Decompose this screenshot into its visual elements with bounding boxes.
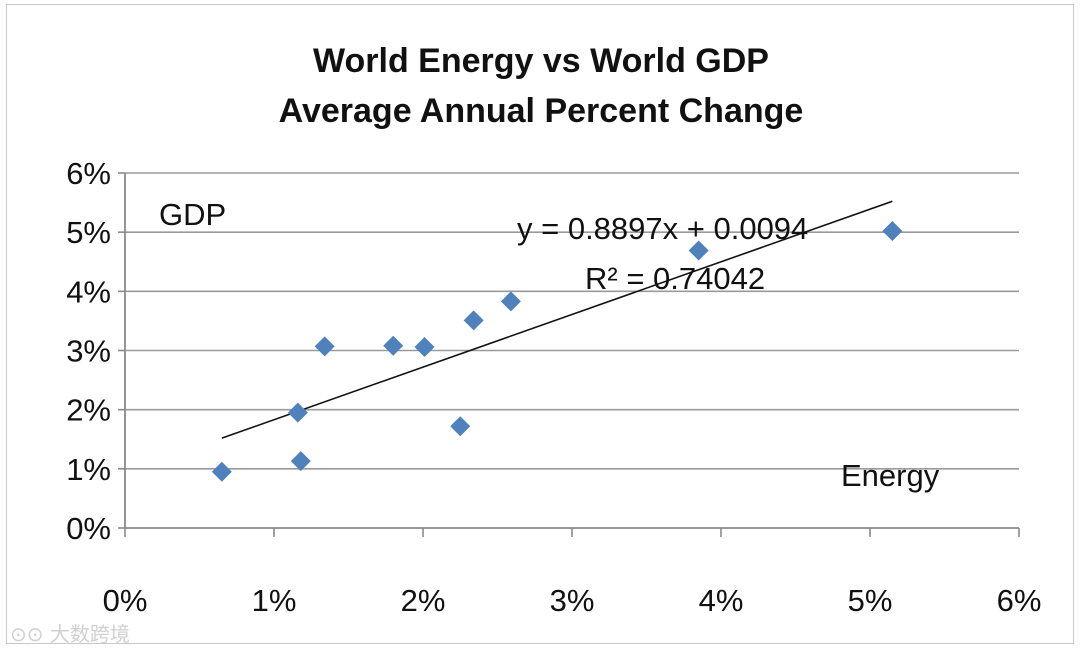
- y-tick-label-0: 0%: [66, 511, 111, 546]
- x-tick-label-0: 0%: [103, 583, 148, 618]
- chart-title-line-1: World Energy vs World GDP: [313, 42, 769, 80]
- data-point-6: [450, 416, 471, 437]
- x-axis-label: Energy: [841, 458, 940, 493]
- x-tick-label-4: 4%: [699, 583, 744, 618]
- watermark-icon: ⊙⊙: [10, 622, 44, 646]
- data-point-3: [314, 336, 335, 357]
- y-axis-label: GDP: [159, 197, 226, 232]
- watermark-logo: ⊙⊙ 大数跨境: [10, 618, 130, 646]
- x-tick-label-5: 5%: [848, 583, 893, 618]
- data-point-8: [500, 291, 521, 312]
- data-point-10: [882, 220, 903, 241]
- data-point-4: [383, 335, 404, 356]
- chart-frame: World Energy vs World GDP Average Annual…: [6, 4, 1074, 644]
- trendline-r-squared: R² = 0.74042: [585, 261, 765, 296]
- axes: [118, 172, 1020, 537]
- data-point-2: [290, 451, 311, 472]
- y-tick-label-5: 5%: [66, 215, 111, 250]
- x-tick-label-2: 2%: [401, 583, 446, 618]
- scatter-chart: World Energy vs World GDP Average Annual…: [66, 42, 1042, 618]
- y-tick-labels: 0% 1% 2% 3% 4% 5% 6%: [66, 156, 111, 546]
- trendline: [221, 200, 893, 439]
- y-tick-label-4: 4%: [66, 274, 111, 309]
- gridlines: [125, 172, 1019, 470]
- data-point-1: [287, 402, 308, 423]
- data-point-7: [463, 310, 484, 331]
- y-tick-label-2: 2%: [66, 393, 111, 428]
- x-tick-label-3: 3%: [550, 583, 595, 618]
- y-tick-label-6: 6%: [66, 156, 111, 191]
- data-point-0: [211, 461, 232, 482]
- chart-title-line-2: Average Annual Percent Change: [279, 92, 804, 130]
- trendline-equation: y = 0.8897x + 0.0094: [517, 211, 808, 246]
- y-tick-label-3: 3%: [66, 334, 111, 369]
- x-tick-label-6: 6%: [997, 583, 1042, 618]
- watermark-text: 大数跨境: [49, 622, 130, 646]
- data-points: [211, 220, 903, 482]
- data-point-9: [688, 240, 709, 261]
- data-point-5: [414, 336, 435, 357]
- x-tick-label-1: 1%: [252, 583, 297, 618]
- trendline-group: [221, 200, 893, 439]
- y-tick-label-1: 1%: [66, 452, 111, 487]
- x-tick-labels: 0% 1% 2% 3% 4% 5% 6%: [103, 583, 1042, 618]
- chart-title: World Energy vs World GDP Average Annual…: [279, 42, 804, 130]
